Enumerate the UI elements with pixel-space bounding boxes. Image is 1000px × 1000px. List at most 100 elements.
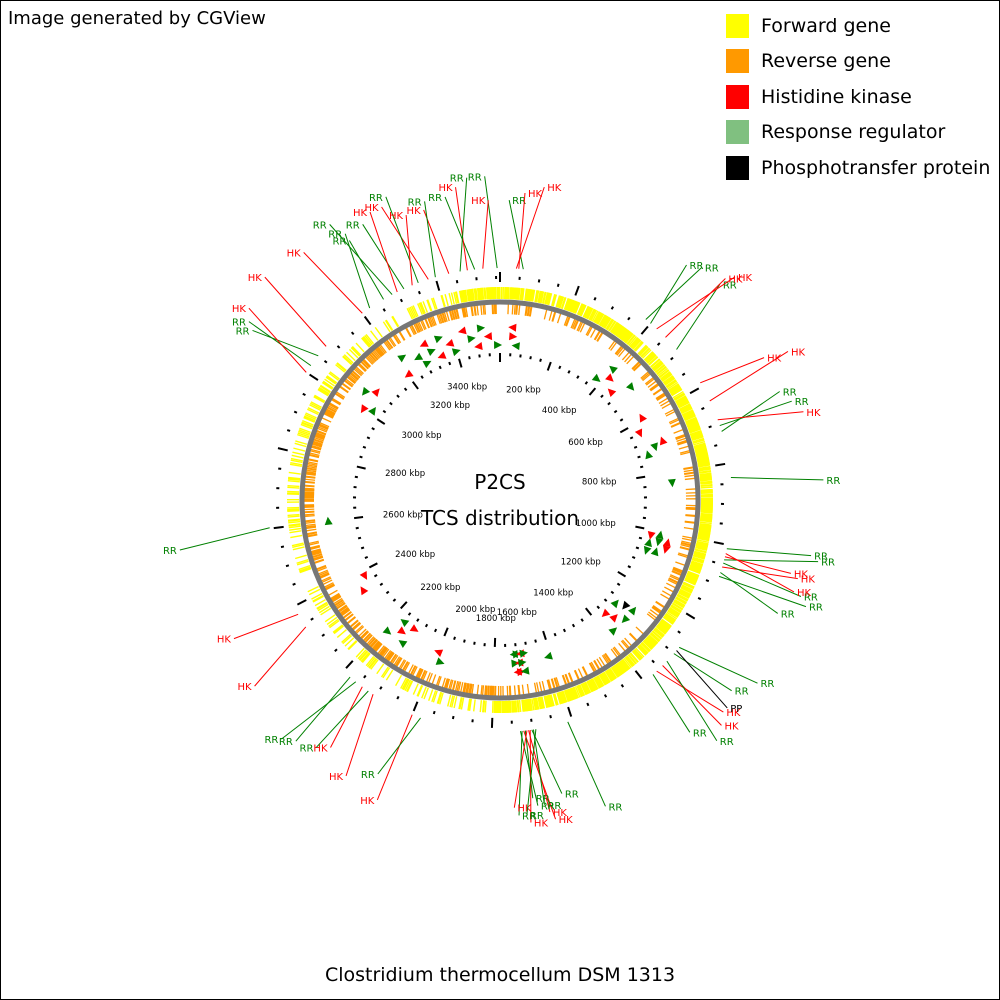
feature-label-rr: RR	[232, 318, 246, 329]
forward-gene-mark	[692, 437, 705, 443]
reverse-gene-mark	[533, 682, 538, 693]
reverse-gene-mark	[646, 613, 656, 621]
forward-gene-mark	[298, 429, 311, 435]
forward-gene-mark	[660, 619, 672, 628]
forward-gene-mark	[694, 548, 707, 553]
reverse-gene-mark	[422, 670, 428, 681]
reverse-gene-mark	[462, 307, 467, 318]
reverse-gene-mark	[680, 542, 691, 547]
forward-gene-mark	[668, 608, 679, 617]
inner-tick	[366, 436, 371, 440]
forward-gene-mark	[687, 422, 700, 429]
reverse-gene-mark	[364, 634, 373, 643]
reverse-gene-mark	[452, 680, 457, 691]
forward-gene-mark	[604, 317, 612, 329]
forward-gene-mark	[342, 355, 352, 366]
reverse-gene-mark	[304, 481, 315, 484]
reverse-gene-mark	[508, 685, 511, 696]
forward-gene-mark	[690, 430, 702, 436]
outer-tick	[634, 670, 643, 680]
forward-gene-mark	[678, 401, 690, 409]
reverse-gene-mark	[331, 398, 341, 405]
forward-gene-mark	[368, 658, 378, 669]
feature-label-hk: HK	[232, 304, 247, 315]
reverse-gene-mark	[336, 602, 346, 610]
reverse-gene-mark	[453, 309, 458, 320]
forward-gene-mark	[325, 376, 337, 385]
tcs-arrow-rr	[398, 640, 408, 648]
forward-gene-mark	[655, 364, 666, 374]
forward-gene-mark	[335, 364, 346, 373]
forward-gene-mark	[597, 675, 605, 687]
forward-gene-mark	[595, 312, 603, 325]
inner-tick	[373, 574, 378, 578]
feature-label-rr: RR	[783, 388, 797, 399]
inner-tick	[458, 358, 463, 368]
forward-gene-mark	[683, 413, 696, 420]
feature-callout-line	[376, 714, 413, 801]
forward-gene-mark	[680, 587, 692, 594]
reverse-gene-mark	[306, 465, 317, 469]
forward-gene-mark	[624, 332, 634, 344]
outer-tick	[451, 715, 455, 720]
inner-tick	[411, 381, 419, 390]
forward-gene-mark	[511, 287, 514, 300]
forward-gene-mark	[657, 623, 668, 633]
forward-gene-mark	[586, 680, 594, 693]
forward-gene-mark	[663, 616, 674, 625]
forward-gene-mark	[313, 396, 325, 404]
forward-gene-mark	[296, 559, 309, 564]
reverse-gene-mark	[526, 306, 530, 317]
forward-gene-mark	[619, 328, 628, 340]
forward-gene-mark	[700, 514, 713, 517]
forward-gene-mark	[507, 287, 510, 300]
forward-gene-mark	[662, 616, 674, 625]
forward-gene-mark	[664, 377, 676, 386]
inner-tick	[403, 387, 408, 392]
forward-gene-mark	[460, 290, 465, 303]
forward-gene-mark	[655, 626, 666, 635]
forward-gene-mark	[302, 419, 314, 426]
feature-callout-line	[345, 694, 374, 777]
reverse-gene-mark	[652, 388, 662, 395]
forward-gene-mark	[557, 296, 563, 308]
forward-gene-mark	[675, 596, 687, 604]
inner-tick	[396, 394, 400, 398]
reverse-gene-mark	[538, 681, 543, 692]
forward-gene-mark	[630, 652, 639, 663]
reverse-gene-mark	[415, 667, 421, 678]
feature-label-rr: RR	[369, 193, 383, 204]
forward-gene-mark	[632, 649, 643, 660]
outer-tick	[715, 462, 726, 467]
reverse-gene-mark	[375, 643, 383, 652]
reverse-gene-mark	[340, 607, 349, 615]
forward-gene-mark	[579, 304, 586, 316]
forward-gene-mark	[577, 684, 584, 697]
forward-gene-mark	[648, 356, 659, 366]
reverse-gene-mark	[645, 378, 655, 386]
reverse-gene-mark	[331, 594, 341, 602]
reverse-gene-mark	[484, 685, 488, 696]
forward-gene-mark	[480, 287, 484, 300]
forward-gene-mark	[667, 381, 679, 390]
forward-gene-mark	[591, 678, 599, 690]
inner-tick	[635, 546, 640, 550]
forward-gene-mark	[659, 621, 670, 630]
tcs-arrow-hk	[639, 413, 648, 423]
reverse-gene-mark	[678, 552, 689, 557]
reverse-gene-mark	[369, 353, 377, 362]
forward-gene-mark	[596, 675, 604, 687]
forward-gene-mark	[548, 694, 553, 707]
reverse-gene-mark	[460, 682, 464, 693]
forward-gene-mark	[625, 655, 635, 667]
forward-gene-mark	[684, 414, 696, 421]
forward-gene-mark	[691, 560, 704, 566]
reverse-gene-mark	[396, 657, 403, 667]
forward-gene-mark	[420, 302, 426, 314]
forward-gene-mark	[293, 447, 306, 452]
forward-gene-mark	[436, 691, 442, 704]
tick-label: 1200 kbp	[561, 557, 601, 567]
reverse-gene-mark	[375, 348, 383, 357]
reverse-gene-mark	[413, 323, 419, 334]
forward-gene-mark	[693, 442, 706, 448]
